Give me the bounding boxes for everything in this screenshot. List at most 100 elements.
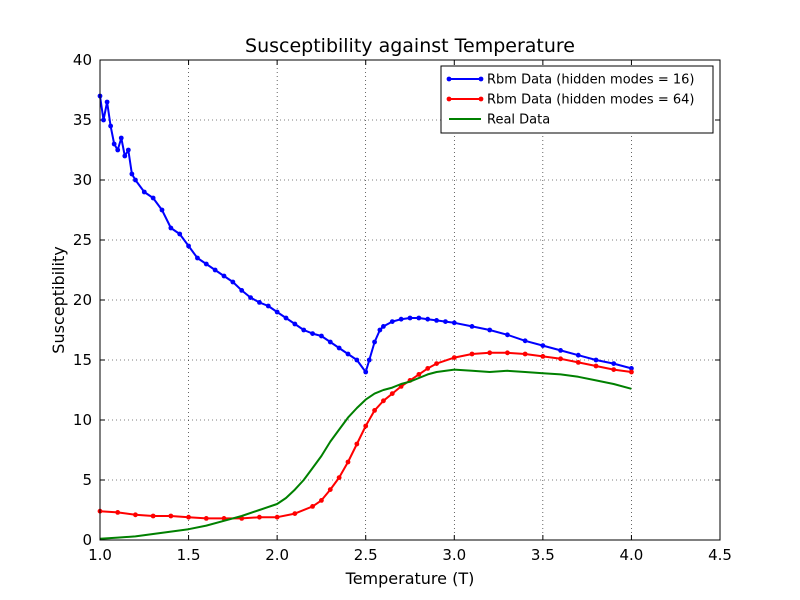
- x-tick-label: 3.0: [442, 546, 466, 564]
- plot-area: 1.0 1.5 2.0 2.5 3.0 3.5 4.0 4.5 0 5 10 15 20 25 30 35 40: [73, 51, 732, 564]
- series-1-point: [125, 147, 131, 153]
- y-tick-label: 5: [82, 471, 92, 489]
- series-1-point: [629, 366, 634, 371]
- series-1-point: [366, 357, 372, 363]
- series-1-point: [168, 225, 174, 231]
- series-1-point: [310, 331, 315, 336]
- y-tick-label: 30: [73, 171, 92, 189]
- series-1-point: [104, 99, 110, 105]
- y-axis-title: Susceptibility: [49, 246, 68, 353]
- y-tick-label: 10: [73, 411, 92, 429]
- series-1-point: [195, 255, 200, 261]
- series-1-point: [522, 338, 528, 344]
- series-1-point: [212, 267, 218, 273]
- x-tick-label: 4.0: [619, 546, 643, 564]
- series-2-point: [168, 513, 174, 519]
- series-1-point: [425, 316, 431, 322]
- series-1-point: [133, 177, 138, 183]
- chart-title: Susceptibility against Temperature: [245, 35, 575, 57]
- series-1-point: [101, 117, 106, 123]
- series-2-point: [336, 475, 342, 480]
- y-tick-label: 25: [73, 231, 92, 249]
- series-1-point: [292, 321, 298, 327]
- series-1-point: [118, 135, 124, 141]
- series-2-point: [372, 408, 377, 413]
- series-1-point: [372, 339, 377, 345]
- series-2-point: [150, 513, 156, 519]
- y-tick-label: 0: [82, 531, 92, 549]
- series-1-point: [540, 343, 546, 348]
- series-2-point: [319, 498, 324, 503]
- series-1-point: [407, 315, 413, 321]
- series-2-point: [575, 360, 581, 365]
- series-1-point: [611, 361, 617, 366]
- series-2-point: [345, 459, 351, 465]
- series-1-point: [327, 339, 333, 345]
- legend-marker: [478, 96, 484, 102]
- series-2-point: [558, 356, 563, 362]
- y-tick-label: 40: [73, 51, 92, 69]
- series-2-point: [363, 423, 369, 429]
- series-2-point: [434, 361, 439, 366]
- series-1-point: [336, 345, 342, 351]
- series-2-point: [416, 372, 422, 377]
- series-2-point: [505, 350, 510, 356]
- series-1-point: [115, 147, 121, 153]
- series-line-3: [99, 368, 632, 540]
- series-2-point: [292, 511, 298, 516]
- x-tick-label: 4.5: [708, 546, 732, 564]
- x-tick-label: 3.5: [531, 546, 555, 564]
- series-1-point: [363, 369, 369, 375]
- series-1-point: [575, 352, 581, 358]
- series-2-point: [389, 391, 395, 396]
- series-2-point: [186, 514, 191, 520]
- series-2-point: [611, 367, 617, 372]
- series-1-point: [221, 273, 227, 279]
- series-1-point: [203, 261, 209, 267]
- series-1-point: [177, 231, 183, 237]
- series-1-point: [345, 351, 351, 357]
- series-1-point: [108, 123, 114, 129]
- series-1-point: [239, 288, 245, 293]
- series-2-point: [354, 441, 360, 447]
- x-tick-label: 1.0: [88, 546, 112, 564]
- series-1-point: [434, 318, 439, 323]
- y-tick-label: 15: [73, 351, 92, 369]
- series-1-point: [283, 315, 289, 321]
- series-2-point: [540, 354, 546, 359]
- series-2-point: [327, 487, 333, 492]
- y-tick-label: 20: [73, 291, 92, 309]
- series-line-2: [99, 351, 632, 520]
- series-1-point: [111, 141, 117, 147]
- legend-marker: [446, 96, 452, 102]
- legend: Rbm Data (hidden modes = 16) Rbm Data (hi…: [440, 65, 714, 134]
- x-tick-label: 1.5: [177, 546, 201, 564]
- series-1-point: [129, 171, 135, 177]
- legend-label-2: Rbm Data (hidden modes = 64): [487, 93, 694, 108]
- series-1-point: [416, 315, 422, 321]
- series-2-point: [257, 514, 262, 520]
- series-1-point: [558, 348, 563, 353]
- x-axis-title: Temperature (T): [345, 569, 475, 588]
- series-1-point: [257, 300, 262, 305]
- series-1-point: [443, 319, 448, 324]
- series-2-point: [115, 510, 121, 515]
- series-1-point: [381, 324, 386, 329]
- series-1-point: [265, 303, 271, 309]
- legend-marker: [478, 76, 484, 82]
- series-1-point: [150, 195, 156, 201]
- legend-box: [440, 65, 714, 134]
- series-2-point: [593, 363, 599, 369]
- series-1-point: [186, 243, 191, 249]
- plot-frame: [99, 59, 721, 541]
- series-2-point: [451, 355, 457, 360]
- series-1-point: [389, 319, 395, 324]
- series-2-point: [274, 514, 280, 520]
- series-2-point: [381, 398, 386, 404]
- series-1-point: [274, 309, 280, 315]
- series-2-point: [425, 366, 431, 371]
- series-2-point: [522, 351, 528, 357]
- series-1-point: [122, 153, 128, 159]
